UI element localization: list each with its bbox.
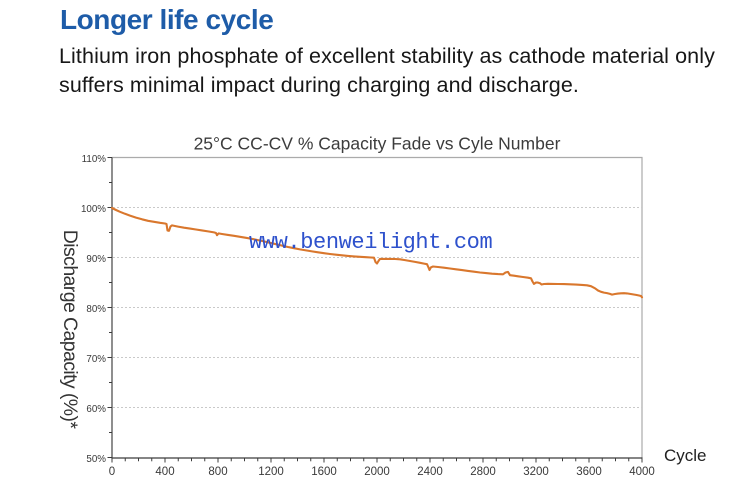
- svg-text:Discharge Capacity (%)*: Discharge Capacity (%)*: [59, 230, 81, 430]
- svg-text:2400: 2400: [417, 466, 443, 478]
- svg-text:90%: 90%: [86, 254, 106, 265]
- svg-text:2800: 2800: [470, 466, 496, 478]
- svg-text:400: 400: [155, 466, 174, 478]
- svg-text:70%: 70%: [86, 354, 106, 365]
- svg-text:110%: 110%: [82, 154, 107, 165]
- svg-text:80%: 80%: [86, 304, 106, 315]
- svg-text:Cycle: Cycle: [664, 446, 707, 465]
- svg-text:4000: 4000: [629, 466, 655, 478]
- svg-text:800: 800: [208, 466, 227, 478]
- svg-text:2000: 2000: [364, 466, 390, 478]
- svg-text:25°C CC-CV % Capacity Fade vs: 25°C CC-CV % Capacity Fade vs Cyle Numbe…: [194, 134, 561, 154]
- svg-text:3200: 3200: [523, 466, 549, 478]
- svg-text:0: 0: [109, 466, 115, 478]
- svg-text:1600: 1600: [311, 466, 337, 478]
- svg-text:50%: 50%: [86, 454, 106, 465]
- svg-text:3600: 3600: [576, 466, 602, 478]
- svg-text:100%: 100%: [81, 204, 106, 215]
- svg-text:60%: 60%: [86, 404, 106, 415]
- svg-text:1200: 1200: [258, 466, 284, 478]
